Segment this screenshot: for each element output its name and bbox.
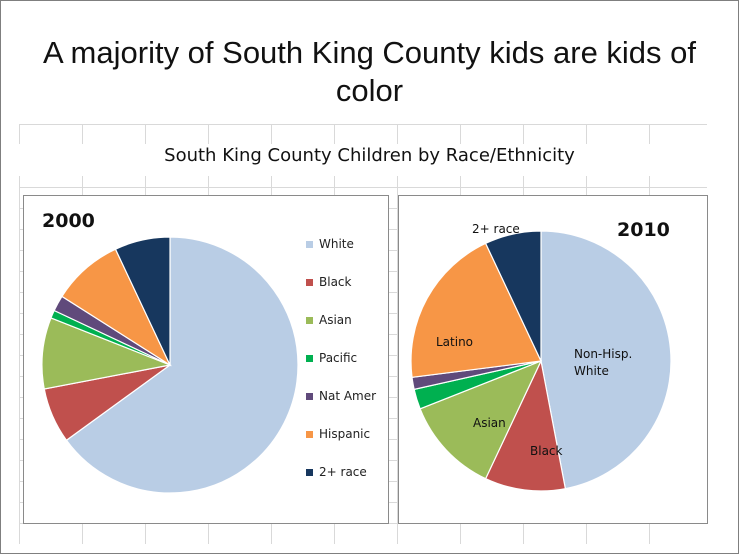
slide-headline: A majority of South King County kids are… [42,35,697,108]
pie-2010-slice-black [484,359,567,492]
legend-label-hispanic: Hispanic [319,427,371,441]
pie-2010-slice-label-2-race: 2+ race [472,222,520,236]
pie-2010-slice-latino [410,242,542,378]
pie-2010-slice-label-asian: Asian [473,416,506,430]
pie-2000-slice-white [65,236,299,494]
pie-2010-slice-label-black: Black [530,444,563,458]
legend-swatch-black [306,279,313,286]
chart-title: South King County Children by Race/Ethni… [164,145,575,166]
legend-swatch-2-race [306,469,313,476]
legend-label-asian: Asian [319,313,352,327]
legend-swatch-hispanic [306,431,313,438]
pie-title-2010: 2010 [617,219,670,241]
pie-2010-slice-label-latino: Latino [436,335,473,349]
legend-label-2-race: 2+ race [319,465,367,479]
pie-2010-slice-2-race [484,230,542,362]
legend-label-black: Black [319,275,352,289]
pie-2000-slice-2-race [114,236,171,366]
legend-label-white: White [319,237,354,251]
pie-2010-slice-non-hisp-white [540,230,672,490]
pie-title-2000: 2000 [42,210,95,232]
legend-swatch-white [306,241,313,248]
chart-title-band [19,144,707,176]
pie-2010-slice-label-non-hisp-white: White [574,364,609,378]
pie-2010-slice-asian [419,359,543,480]
legend-swatch-asian [306,317,313,324]
legend-label-nat-amer: Nat Amer [319,389,377,403]
legend-swatch-pacific [306,355,313,362]
legend-label-pacific: Pacific [319,351,358,365]
legend-swatch-nat-amer [306,393,313,400]
pie-2010-slice-label-non-hisp-white: Non-Hisp. [574,347,632,361]
